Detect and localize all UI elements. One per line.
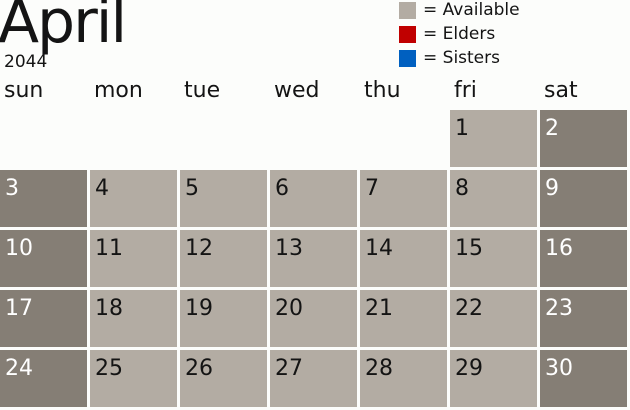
legend-swatch bbox=[399, 1, 416, 19]
day-cell[interactable]: 11 bbox=[90, 230, 177, 287]
day-cell[interactable]: 10 bbox=[0, 230, 87, 287]
day-cell[interactable]: 21 bbox=[360, 290, 447, 347]
day-cell[interactable]: 8 bbox=[450, 170, 537, 227]
day-cell[interactable]: 30 bbox=[540, 350, 627, 407]
day-cell[interactable]: 13 bbox=[270, 230, 357, 287]
day-cell[interactable]: 2 bbox=[540, 110, 627, 167]
weekday-wed: wed bbox=[274, 78, 320, 103]
day-cell[interactable]: 23 bbox=[540, 290, 627, 347]
legend-item: = Available bbox=[399, 0, 520, 20]
day-cell[interactable]: 4 bbox=[90, 170, 177, 227]
day-cell[interactable]: 28 bbox=[360, 350, 447, 407]
legend-item: = Elders bbox=[399, 24, 495, 44]
day-cell[interactable]: 15 bbox=[450, 230, 537, 287]
legend-label: = Sisters bbox=[423, 48, 500, 68]
day-cell[interactable]: 12 bbox=[180, 230, 267, 287]
day-cell[interactable]: 16 bbox=[540, 230, 627, 287]
weekday-mon: mon bbox=[94, 78, 143, 103]
legend-label: = Available bbox=[423, 0, 520, 20]
year-label: 2044 bbox=[4, 52, 48, 72]
day-cell[interactable]: 29 bbox=[450, 350, 537, 407]
legend-swatch bbox=[399, 25, 416, 43]
day-cell[interactable]: 14 bbox=[360, 230, 447, 287]
day-cell[interactable]: 6 bbox=[270, 170, 357, 227]
day-cell[interactable]: 22 bbox=[450, 290, 537, 347]
day-cell[interactable]: 1 bbox=[450, 110, 537, 167]
weekday-fri: fri bbox=[454, 78, 477, 103]
day-cell[interactable]: 27 bbox=[270, 350, 357, 407]
day-cell[interactable]: 9 bbox=[540, 170, 627, 227]
legend-label: = Elders bbox=[423, 24, 496, 44]
month-title: April bbox=[0, 0, 127, 57]
legend-item: = Sisters bbox=[399, 48, 500, 68]
day-cell[interactable]: 7 bbox=[360, 170, 447, 227]
day-cell[interactable]: 20 bbox=[270, 290, 357, 347]
day-cell[interactable]: 3 bbox=[0, 170, 87, 227]
day-cell[interactable]: 24 bbox=[0, 350, 87, 407]
weekday-tue: tue bbox=[184, 78, 221, 103]
weekday-sun: sun bbox=[4, 78, 44, 103]
day-cell[interactable]: 25 bbox=[90, 350, 177, 407]
weekday-thu: thu bbox=[364, 78, 401, 103]
legend-swatch bbox=[399, 49, 416, 67]
day-cell[interactable]: 18 bbox=[90, 290, 177, 347]
day-cell[interactable]: 17 bbox=[0, 290, 87, 347]
day-cell[interactable]: 26 bbox=[180, 350, 267, 407]
day-cell[interactable]: 19 bbox=[180, 290, 267, 347]
weekday-sat: sat bbox=[544, 78, 578, 103]
day-cell[interactable]: 5 bbox=[180, 170, 267, 227]
